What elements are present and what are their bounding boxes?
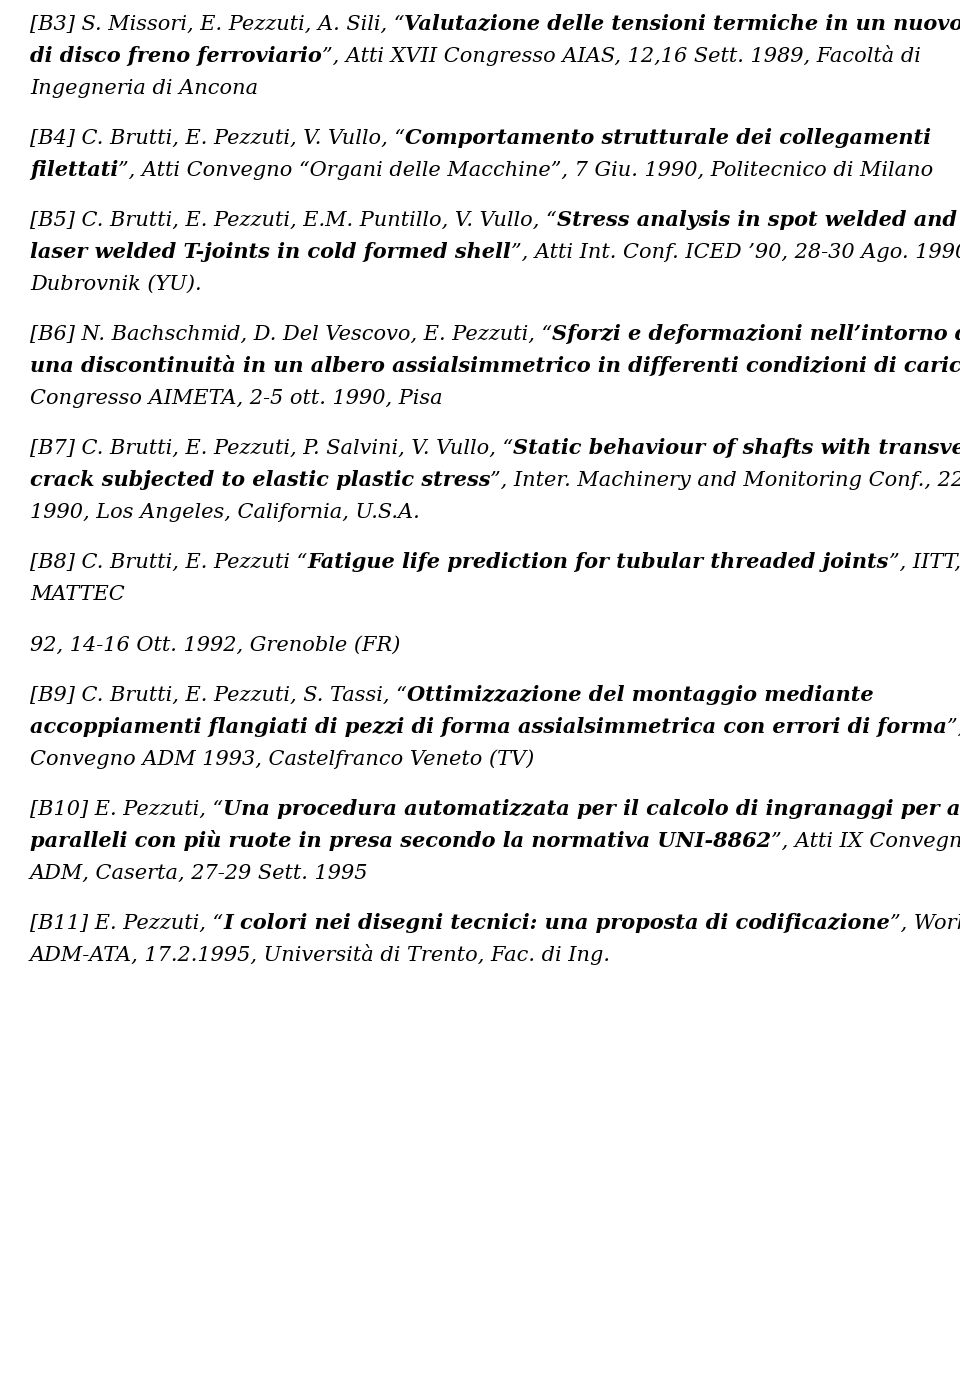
Text: ”, Atti XVII Congresso AIAS, 12,16 Sett. 1989, Facoltà di: ”, Atti XVII Congresso AIAS, 12,16 Sett.… — [322, 44, 921, 66]
Text: Una procedura automatizzata per il calcolo di ingranaggi per alberi: Una procedura automatizzata per il calco… — [223, 799, 960, 819]
Text: ”, Atti VII: ”, Atti VII — [947, 719, 960, 737]
Text: ”, Inter. Machinery and Monitoring Conf., 22,25 Ott.: ”, Inter. Machinery and Monitoring Conf.… — [491, 471, 960, 490]
Text: [B3] S. Missori, E. Pezzuti, A. Sili, “: [B3] S. Missori, E. Pezzuti, A. Sili, “ — [30, 15, 404, 35]
Text: [B9] C. Brutti, E. Pezzuti, S. Tassi, “: [B9] C. Brutti, E. Pezzuti, S. Tassi, “ — [30, 686, 407, 705]
Text: ”, Atti Convegno “Organi delle Macchine”, 7 Giu. 1990, Politecnico di Milano: ”, Atti Convegno “Organi delle Macchine”… — [118, 161, 933, 180]
Text: una discontinuità in un albero assialsimmetrico in differenti condizioni di cari: una discontinuità in un albero assialsim… — [30, 355, 960, 375]
Text: crack subjected to elastic plastic stress: crack subjected to elastic plastic stres… — [30, 470, 491, 490]
Text: ”, IITT,: ”, IITT, — [889, 553, 960, 572]
Text: filettati: filettati — [30, 161, 118, 180]
Text: Congresso AIMETA, 2-5 ott. 1990, Pisa: Congresso AIMETA, 2-5 ott. 1990, Pisa — [30, 389, 443, 409]
Text: [B8] C. Brutti, E. Pezzuti “: [B8] C. Brutti, E. Pezzuti “ — [30, 553, 307, 572]
Text: ”, Atti IX Convegno: ”, Atti IX Convegno — [771, 832, 960, 852]
Text: ”, Atti Int. Conf. ICED ’90, 28-30 Ago. 1990,: ”, Atti Int. Conf. ICED ’90, 28-30 Ago. … — [511, 242, 960, 262]
Text: laser welded T-joints in cold formed shell: laser welded T-joints in cold formed she… — [30, 242, 511, 262]
Text: Dubrovnik (YU).: Dubrovnik (YU). — [30, 276, 202, 294]
Text: [B7] C. Brutti, E. Pezzuti, P. Salvini, V. Vullo, “: [B7] C. Brutti, E. Pezzuti, P. Salvini, … — [30, 439, 514, 458]
Text: MATTEC: MATTEC — [30, 584, 125, 604]
Text: Ottimizzazione del montaggio mediante: Ottimizzazione del montaggio mediante — [407, 686, 874, 705]
Text: [B5] C. Brutti, E. Pezzuti, E.M. Puntillo, V. Vullo, “: [B5] C. Brutti, E. Pezzuti, E.M. Puntill… — [30, 211, 557, 230]
Text: [B4] C. Brutti, E. Pezzuti, V. Vullo, “: [B4] C. Brutti, E. Pezzuti, V. Vullo, “ — [30, 129, 405, 148]
Text: Sforzi e deformazioni nell’intorno di: Sforzi e deformazioni nell’intorno di — [552, 324, 960, 343]
Text: 92, 14-16 Ott. 1992, Grenoble (FR): 92, 14-16 Ott. 1992, Grenoble (FR) — [30, 636, 400, 655]
Text: I colori nei disegni tecnici: una proposta di codificazione: I colori nei disegni tecnici: una propos… — [223, 913, 890, 933]
Text: Static behaviour of shafts with transversal: Static behaviour of shafts with transver… — [514, 438, 960, 458]
Text: ”, Worhshop: ”, Worhshop — [890, 914, 960, 933]
Text: Ingegneria di Ancona: Ingegneria di Ancona — [30, 79, 258, 98]
Text: Convegno ADM 1993, Castelfranco Veneto (TV): Convegno ADM 1993, Castelfranco Veneto (… — [30, 749, 535, 769]
Text: Comportamento strutturale dei collegamenti: Comportamento strutturale dei collegamen… — [405, 127, 931, 148]
Text: [B11] E. Pezzuti, “: [B11] E. Pezzuti, “ — [30, 914, 223, 933]
Text: [B10] E. Pezzuti, “: [B10] E. Pezzuti, “ — [30, 801, 223, 819]
Text: di disco freno ferroviario: di disco freno ferroviario — [30, 46, 322, 66]
Text: ADM, Caserta, 27-29 Sett. 1995: ADM, Caserta, 27-29 Sett. 1995 — [30, 864, 369, 884]
Text: ADM-ATA, 17.2.1995, Università di Trento, Fac. di Ing.: ADM-ATA, 17.2.1995, Università di Trento… — [30, 945, 611, 965]
Text: accoppiamenti flangiati di pezzi di forma assialsimmetrica con errori di forma: accoppiamenti flangiati di pezzi di form… — [30, 717, 947, 737]
Text: Stress analysis in spot welded and: Stress analysis in spot welded and — [557, 211, 956, 230]
Text: 1990, Los Angeles, California, U.S.A.: 1990, Los Angeles, California, U.S.A. — [30, 503, 420, 522]
Text: Fatigue life prediction for tubular threaded joints: Fatigue life prediction for tubular thre… — [307, 553, 889, 572]
Text: Valutazione delle tensioni termiche in un nuovo tipo: Valutazione delle tensioni termiche in u… — [404, 14, 960, 35]
Text: [B6] N. Bachschmid, D. Del Vescovo, E. Pezzuti, “: [B6] N. Bachschmid, D. Del Vescovo, E. P… — [30, 325, 552, 343]
Text: paralleli con più ruote in presa secondo la normativa UNI-8862: paralleli con più ruote in presa secondo… — [30, 830, 771, 852]
